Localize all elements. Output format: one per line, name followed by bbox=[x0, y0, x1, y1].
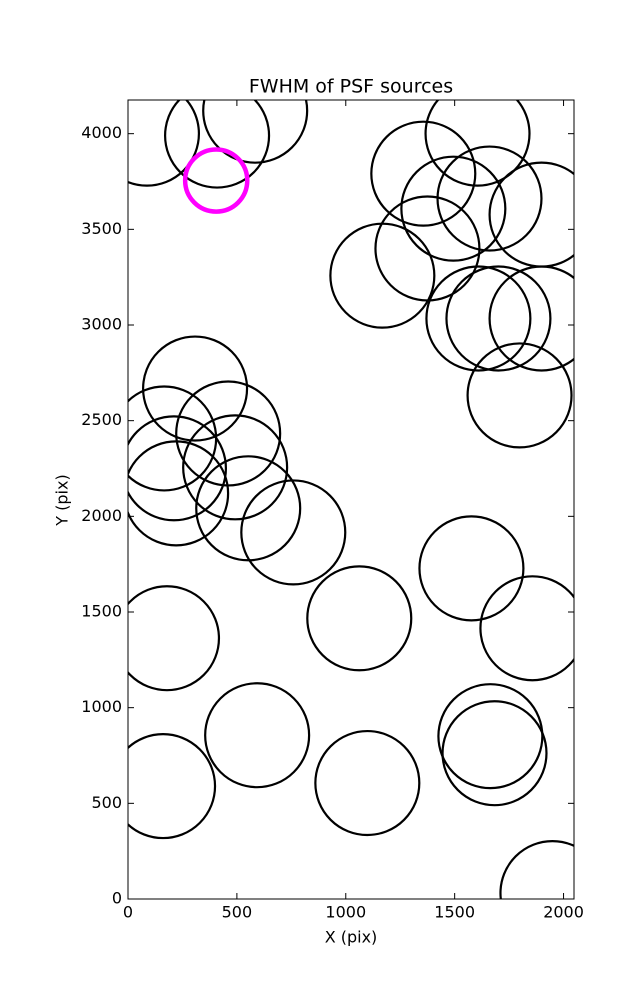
y-tick-label: 1500 bbox=[81, 602, 122, 621]
source-circle bbox=[436, 145, 543, 252]
plot-frame bbox=[127, 99, 575, 900]
plot-marks bbox=[128, 100, 574, 899]
source-circle bbox=[499, 840, 574, 899]
x-tick-label: 1500 bbox=[434, 903, 475, 922]
source-circle bbox=[479, 575, 574, 682]
x-tick-label: 0 bbox=[123, 903, 133, 922]
source-circle bbox=[425, 265, 532, 372]
y-tick-label: 3000 bbox=[81, 315, 122, 334]
source-circle bbox=[306, 565, 413, 672]
source-circle bbox=[128, 585, 221, 692]
source-circle bbox=[437, 683, 544, 790]
y-tick-label: 0 bbox=[112, 889, 122, 908]
y-axis-label: Y (pix) bbox=[53, 474, 72, 526]
source-circle bbox=[128, 100, 200, 187]
source-circle bbox=[329, 222, 436, 329]
x-tick-label: 500 bbox=[222, 903, 253, 922]
y-tick-label: 4000 bbox=[81, 123, 122, 142]
x-tick-label: 1000 bbox=[325, 903, 366, 922]
source-circle bbox=[204, 682, 311, 789]
source-circle bbox=[240, 479, 347, 586]
source-circle bbox=[202, 100, 309, 164]
source-circle bbox=[182, 147, 250, 214]
source-circle bbox=[441, 700, 548, 807]
y-tick-label: 3500 bbox=[81, 219, 122, 238]
chart-title: FWHM of PSF sources bbox=[249, 76, 453, 98]
y-tick-label: 1000 bbox=[81, 697, 122, 716]
source-circle bbox=[128, 415, 228, 522]
source-circle bbox=[128, 733, 217, 840]
source-circle bbox=[466, 342, 573, 449]
source-circle bbox=[142, 335, 249, 442]
source-circle bbox=[445, 265, 552, 372]
source-circle bbox=[128, 440, 230, 547]
source-circle bbox=[314, 729, 421, 837]
y-tick-label: 500 bbox=[91, 793, 122, 812]
source-circle bbox=[424, 100, 531, 187]
source-circle bbox=[488, 265, 574, 372]
x-axis-label: X (pix) bbox=[325, 928, 378, 947]
y-tick-label: 2000 bbox=[81, 506, 122, 525]
y-tick-label: 2500 bbox=[81, 410, 122, 429]
source-circle bbox=[175, 380, 282, 487]
x-tick-label: 2000 bbox=[543, 903, 584, 922]
source-circle bbox=[182, 414, 289, 521]
source-circle bbox=[400, 155, 507, 262]
source-circle bbox=[164, 100, 271, 189]
source-circle bbox=[370, 120, 477, 227]
source-circle bbox=[418, 515, 525, 622]
